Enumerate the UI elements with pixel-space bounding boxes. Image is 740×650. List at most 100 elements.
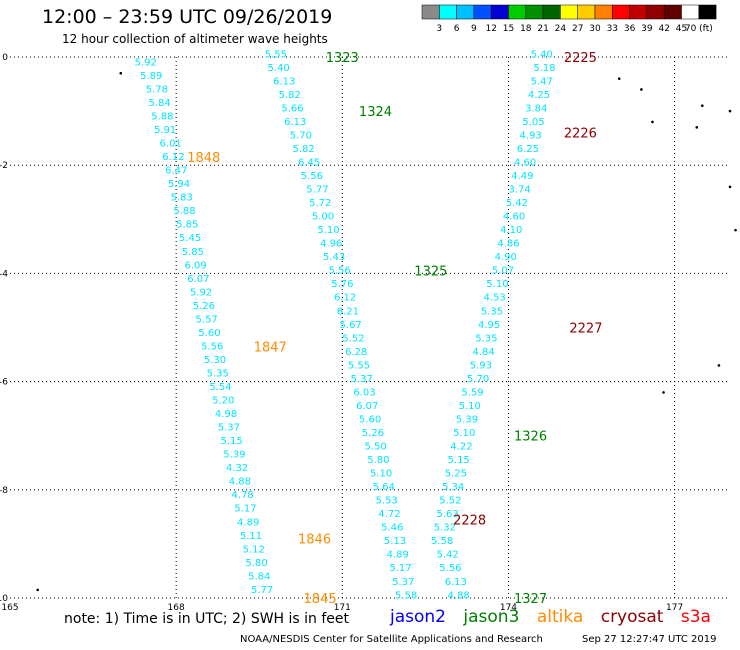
swh-value-label: 5.10 [370,469,392,480]
swh-value-label: 5.46 [381,523,403,534]
swh-value-label: 4.60 [503,212,525,223]
swh-value-label: 6.01 [160,139,182,150]
island-marker [728,185,732,189]
chart-title: 12:00 – 23:59 UTC 09/26/2019 [42,6,333,28]
swh-value-label: 5.93 [470,360,492,371]
footer-timestamp: Sep 27 12:27:47 UTC 2019 [582,634,717,645]
swh-value-label: 5.40 [531,49,553,60]
swh-value-label: 5.32 [434,523,456,534]
swh-value-label: 5.54 [209,382,231,393]
x-tick-label: 177 [666,603,683,613]
pass-number-label: 1847 [254,340,287,355]
swh-value-label: 5.80 [245,558,267,569]
swh-value-label: 5.78 [146,84,168,95]
island-marker [651,120,654,124]
swh-value-label: 4.72 [378,509,400,520]
swh-value-label: 4.89 [387,550,409,561]
swh-value-label: 5.70 [290,130,312,141]
swh-value-label: 4.22 [450,442,472,453]
swh-value-label: 6.13 [284,117,306,128]
swh-value-label: 5.42 [506,198,528,209]
swh-value-label: 5.60 [198,328,220,339]
swh-value-label: 5.30 [204,355,226,366]
swh-value-label: 4.78 [232,490,254,501]
swh-value-label: 5.50 [364,442,386,453]
swh-value-label: 4.32 [226,463,248,474]
pass-number-label: 1845 [304,592,337,607]
island-marker [617,77,621,80]
swh-value-label: 5.56 [301,171,323,182]
swh-value-label: 5.34 [442,482,464,493]
colorbar-label: 18 [520,24,532,34]
y-tick-label: -6 [0,378,8,388]
pass-number-label: 2225 [564,51,597,66]
colorbar-label: 42 [658,24,669,34]
island-marker [734,228,737,232]
x-tick-label: 168 [168,603,185,613]
chart-note: note: 1) Time is in UTC; 2) SWH is in fe… [64,611,350,627]
swh-value-label: 6.25 [517,144,539,155]
swh-value-label: 5.43 [323,252,345,263]
swh-value-label: 5.18 [533,63,555,74]
swh-value-label: 5.66 [281,103,303,114]
swh-value-label: 5.92 [135,57,157,68]
x-tick-label: 165 [1,603,18,613]
pass-number-label: 2228 [453,514,486,529]
swh-value-label: 5.64 [373,482,395,493]
swh-value-label: 5.12 [243,544,265,555]
swh-value-label: 4.60 [514,157,536,168]
swh-value-label: 6.09 [184,260,206,271]
swh-value-label: 5.10 [486,279,508,290]
colorbar-label: 24 [555,24,567,34]
swh-value-label: 5.63 [436,509,458,520]
island-marker [728,109,732,113]
swh-value-label: 6.07 [356,401,378,412]
colorbar-label: 30 [589,24,601,34]
swh-value-label: 6.12 [334,293,356,304]
pass-number-label: 1326 [514,430,547,445]
swh-value-label: 5.58 [431,536,453,547]
swh-value-label: 5.76 [331,279,353,290]
swh-value-label: 5.37 [351,374,373,385]
swh-value-label: 5.77 [251,585,273,596]
swh-value-label: 5.13 [384,536,406,547]
colorbar-label: 6 [454,24,460,34]
swh-value-label: 6.13 [273,76,295,87]
swh-value-label: 5.89 [140,71,162,82]
swh-value-label: 4.88 [229,477,251,488]
y-tick-label: -4 [0,269,8,279]
y-tick-label: -10 [0,594,8,604]
swh-value-label: 5.70 [467,374,489,385]
legend-cryosat: cryosat [600,607,664,627]
swh-value-label: 4.10 [500,225,522,236]
swh-value-label: 6.12 [162,152,184,163]
swh-value-label: 5.10 [459,401,481,412]
swh-value-label: 4.53 [484,293,506,304]
pass-number-label: 1323 [326,51,359,66]
swh-value-label: 5.84 [248,571,270,582]
swh-value-label: 5.80 [367,455,389,466]
pass-number-label: 2226 [564,127,597,142]
island-marker [119,71,123,75]
legend-jason2: jason2 [390,607,446,627]
swh-value-label: 3.74 [508,185,530,196]
swh-value-label: 5.88 [151,112,173,123]
swh-value-label: 5.39 [223,450,245,461]
legend-altika: altika [536,607,584,627]
swh-value-label: 5.15 [448,455,470,466]
swh-value-label: 5.67 [340,320,362,331]
swh-value-label: 5.55 [348,360,370,371]
satellite-legend: jason2 jason3 altika cryosat s3a [390,607,723,627]
swh-value-label: 5.59 [461,387,483,398]
pass-number-label: 1848 [187,151,220,166]
swh-value-label: 5.26 [193,301,215,312]
island-marker [662,391,665,394]
swh-value-label: 4.95 [478,320,500,331]
pass-number-label: 2227 [569,322,602,337]
colorbar-label: 21 [537,24,548,34]
colorbar-label: 70 (ft) [685,24,713,34]
swh-value-label: 6.28 [345,347,367,358]
colorbar-label: 36 [624,24,636,34]
swh-value-label: 4.93 [520,130,542,141]
y-tick-label: -2 [0,161,8,171]
